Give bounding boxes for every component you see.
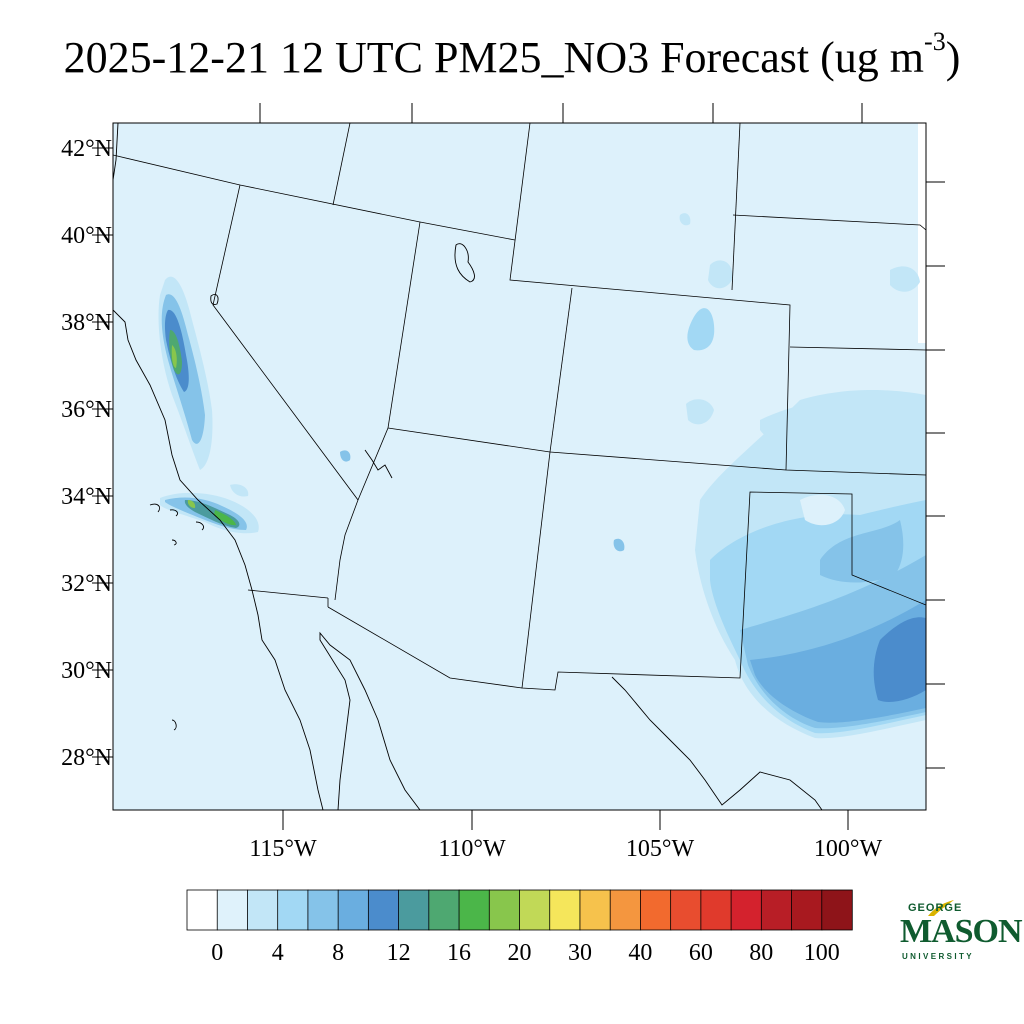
colorbar-swatch xyxy=(700,889,732,931)
title-superscript: -3 xyxy=(924,27,946,56)
colorbar-swatch xyxy=(640,889,672,931)
rio-grande xyxy=(611,676,823,810)
lon-label-110: 110°W xyxy=(438,836,506,862)
ca-mexico-border xyxy=(247,589,329,599)
logo-line1: GEORGE xyxy=(908,902,963,914)
logo-line3: UNIVERSITY xyxy=(902,952,975,961)
colorbar-label: 12 xyxy=(386,940,411,966)
wyoming-spot xyxy=(679,213,691,226)
colorbar-swatch xyxy=(488,889,521,931)
arizona-mexico-border xyxy=(327,606,523,689)
colorbar-swatch xyxy=(579,889,611,931)
great-salt-lake xyxy=(454,243,475,283)
four-corners-line xyxy=(387,427,926,476)
lon-label-100: 100°W xyxy=(813,836,883,862)
texas-plume xyxy=(695,390,926,739)
las-vegas-spot xyxy=(340,450,351,462)
lat-label-40: 40°N xyxy=(61,223,112,249)
colorbar-swatch xyxy=(398,889,430,931)
albuquerque-spot xyxy=(613,538,625,552)
colorbar-swatch xyxy=(730,889,763,931)
colorbar-swatch xyxy=(458,889,490,931)
nebraska-border xyxy=(732,214,926,231)
title-main: 2025-12-21 12 UTC PM25_NO3 Forecast (ug … xyxy=(63,33,925,82)
title-close: ) xyxy=(945,33,961,82)
colorbar-swatch xyxy=(549,889,581,931)
colorbar-swatch xyxy=(609,889,642,931)
colorbar-swatch xyxy=(821,889,853,931)
colorbar-swatch xyxy=(307,889,339,931)
colorbar-label: 4 xyxy=(271,940,284,966)
california-nevada-border xyxy=(212,184,359,601)
colorbar-label: 80 xyxy=(749,940,774,966)
colorbar-swatch xyxy=(791,889,823,931)
colorbar xyxy=(186,889,853,931)
colorbar-swatch xyxy=(367,889,400,931)
north-coast xyxy=(113,123,119,181)
logo-line2: MASON xyxy=(900,913,1023,950)
colorbar-label: 20 xyxy=(507,940,532,966)
colorbar-swatch xyxy=(428,889,460,931)
utah-colorado-border xyxy=(549,287,573,453)
state-boundaries xyxy=(113,123,926,691)
colorbar-label: 40 xyxy=(628,940,653,966)
lat-label-30: 30°N xyxy=(61,658,112,684)
oregon-idaho-border xyxy=(113,154,516,241)
kansas-border xyxy=(789,346,926,351)
colorbar-swatch xyxy=(277,889,309,931)
gulf-of-california xyxy=(319,631,421,810)
lake-mead xyxy=(364,449,393,479)
colorbar-swatch xyxy=(519,889,551,931)
dakota-border xyxy=(731,123,741,291)
lon-label-115: 115°W xyxy=(249,836,317,862)
lat-label-42: 42°N xyxy=(61,136,112,162)
colorado-patch xyxy=(686,260,920,425)
lon-label-105: 105°W xyxy=(625,836,695,862)
wyoming-colorado-border xyxy=(509,123,791,471)
gmu-logo: GEORGE MASON UNIVERSITY xyxy=(898,900,1023,968)
central-valley-hotspot xyxy=(158,276,213,470)
colorbar-label: 30 xyxy=(568,940,592,966)
map-title: 2025-12-21 12 UTC PM25_NO3 Forecast (ug … xyxy=(0,28,1024,88)
colorbar-label: 100 xyxy=(803,940,840,966)
lat-label-28: 28°N xyxy=(61,745,112,771)
lake-tahoe xyxy=(210,293,219,305)
logo-swoosh-icon xyxy=(928,900,954,916)
tick-marks xyxy=(92,103,945,830)
nm-tx-ok-border xyxy=(521,451,926,691)
colorbar-swatch xyxy=(670,889,702,931)
lat-label-36: 36°N xyxy=(61,397,112,423)
colorbar-swatch xyxy=(247,889,279,931)
colorbar-label: 16 xyxy=(447,940,471,966)
channel-islands xyxy=(149,503,205,731)
idaho-border-a xyxy=(332,123,351,206)
colorbar-swatch xyxy=(760,889,793,931)
no-data-strip xyxy=(918,123,926,343)
map-frame xyxy=(112,122,927,811)
lat-label-32: 32°N xyxy=(61,571,112,597)
map-field xyxy=(113,123,926,810)
pacific-coast xyxy=(113,309,324,810)
coastlines xyxy=(113,123,823,810)
colorbar-label: 0 xyxy=(211,940,224,966)
la-basin-hotspot xyxy=(160,484,259,534)
colorbar-label: 8 xyxy=(332,940,345,966)
colorbar-swatch xyxy=(337,889,370,931)
colorbar-label: 60 xyxy=(688,940,713,966)
lat-label-38: 38°N xyxy=(61,310,112,336)
colorbar-swatch xyxy=(216,889,249,931)
lat-label-34: 34°N xyxy=(61,484,112,510)
colorbar-swatch xyxy=(186,889,218,931)
